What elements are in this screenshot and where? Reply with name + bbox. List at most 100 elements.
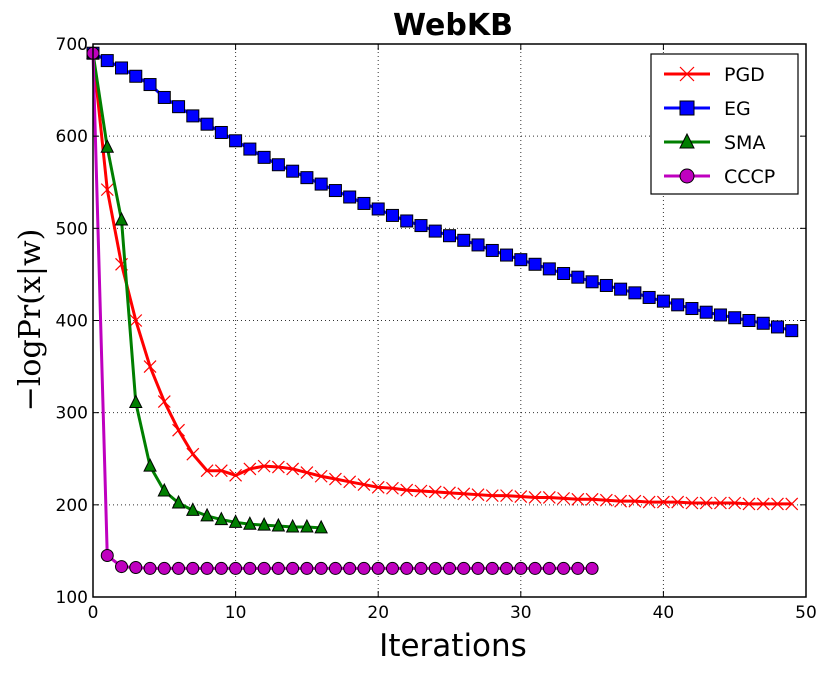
data-point-eg	[129, 69, 143, 83]
data-point-eg	[243, 142, 257, 156]
data-point-eg	[785, 324, 799, 338]
data-point-pgd	[671, 495, 685, 509]
data-point-pgd	[143, 360, 157, 374]
data-point-eg	[314, 177, 328, 191]
data-point-pgd	[771, 497, 784, 511]
data-point-cccp	[471, 561, 485, 575]
data-point-eg	[557, 266, 571, 280]
data-point-pgd	[300, 466, 314, 479]
data-point-eg	[257, 150, 271, 164]
data-point-pgd	[542, 491, 556, 504]
series-pgd	[86, 46, 799, 511]
data-point-eg	[286, 164, 300, 178]
data-point-sma	[143, 458, 157, 472]
legend-box	[650, 53, 799, 195]
data-point-sma	[243, 516, 257, 530]
data-point-pgd	[357, 478, 371, 491]
legend: PGD EG SMA CCCP	[650, 53, 799, 195]
data-point-pgd	[457, 487, 471, 501]
data-point-eg	[756, 316, 770, 330]
data-point-cccp	[414, 561, 428, 575]
data-point-pgd	[714, 496, 727, 510]
data-point-pgd	[599, 493, 613, 507]
data-point-eg	[500, 248, 514, 262]
series-line-pgd	[91, 53, 792, 506]
data-point-cccp	[172, 561, 186, 575]
data-point-pgd	[528, 491, 542, 504]
data-point-pgd	[628, 494, 642, 508]
data-point-pgd	[571, 492, 585, 506]
data-point-eg	[214, 125, 228, 139]
data-point-cccp	[115, 560, 129, 574]
data-point-eg	[614, 282, 628, 296]
data-point-eg	[271, 158, 285, 172]
data-point-pgd	[614, 494, 628, 508]
y-tick-label: 100	[56, 588, 88, 608]
data-point-cccp	[443, 561, 456, 575]
axis-ticks: 0 10 20 30 40 50 100 200 300 400 500 600 700	[56, 35, 817, 623]
data-point-sma	[314, 519, 328, 534]
data-point-pgd	[485, 489, 499, 503]
series-eg	[86, 46, 799, 338]
legend-label-sma: SMA	[724, 132, 765, 154]
data-point-eg	[229, 134, 243, 148]
legend-label-cccp: CCCP	[724, 166, 775, 188]
data-point-eg	[186, 109, 200, 123]
y-tick-label: 500	[56, 219, 88, 239]
data-point-pgd	[699, 496, 713, 510]
data-point-pgd	[728, 496, 742, 510]
data-point-eg	[371, 202, 385, 216]
data-point-sma	[186, 502, 200, 516]
data-point-cccp	[328, 561, 342, 575]
data-point-eg	[542, 262, 556, 276]
data-point-cccp	[485, 561, 499, 575]
data-point-eg	[699, 305, 713, 319]
data-point-sma	[171, 494, 186, 509]
legend-label-eg: EG	[724, 98, 751, 120]
series-cccp	[86, 46, 599, 575]
data-point-cccp	[343, 561, 357, 575]
data-point-cccp	[229, 561, 243, 575]
data-point-eg	[300, 171, 314, 185]
data-point-sma	[228, 514, 243, 528]
data-point-pgd	[129, 314, 143, 327]
data-point-pgd	[343, 475, 357, 489]
data-point-eg	[685, 302, 699, 316]
data-point-eg	[385, 208, 399, 222]
data-point-eg	[571, 270, 585, 284]
data-point-eg	[728, 311, 742, 325]
data-point-eg	[599, 278, 613, 292]
data-point-sma	[257, 516, 271, 531]
x-tick-label: 30	[510, 603, 532, 623]
data-point-eg	[471, 238, 485, 252]
data-point-cccp	[385, 561, 399, 575]
data-point-pgd	[314, 469, 328, 483]
data-point-sma	[271, 517, 286, 532]
data-point-eg	[770, 320, 784, 334]
data-point-cccp	[528, 561, 542, 575]
chart-title: WebKB	[393, 8, 513, 43]
data-point-eg	[671, 298, 685, 312]
data-point-sma	[300, 518, 314, 533]
data-point-sma	[214, 511, 229, 526]
data-point-eg	[514, 253, 528, 267]
data-point-pgd	[286, 462, 300, 476]
data-point-pgd	[742, 497, 756, 511]
data-point-sma	[128, 394, 143, 409]
data-point-cccp	[542, 561, 556, 575]
data-point-cccp	[400, 561, 414, 575]
data-point-cccp	[514, 561, 528, 575]
data-point-pgd	[557, 491, 571, 505]
data-point-cccp	[186, 561, 200, 575]
data-point-eg	[328, 184, 342, 198]
data-point-eg	[428, 224, 442, 238]
data-point-sma	[285, 518, 300, 533]
y-axis-label: −logPr(x|w)	[13, 229, 48, 412]
data-point-cccp	[129, 561, 143, 575]
data-point-eg	[457, 233, 471, 247]
legend-marker-pgd	[679, 66, 695, 82]
series-sma	[86, 45, 328, 534]
data-point-pgd	[157, 395, 171, 409]
data-point-eg	[115, 61, 129, 75]
data-point-sma	[100, 139, 115, 153]
